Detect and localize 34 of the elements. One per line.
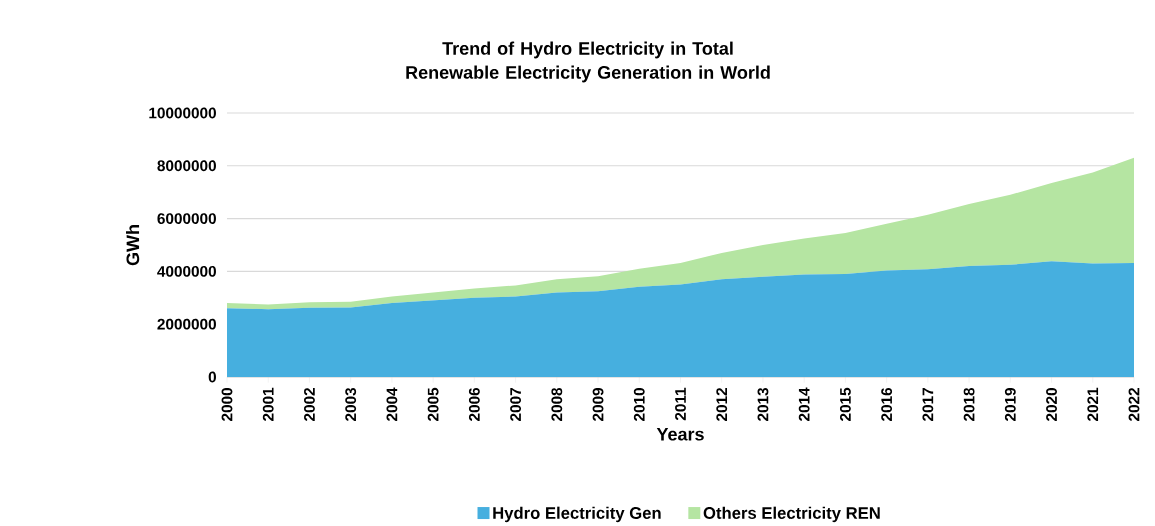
x-tick-label: 2015	[839, 387, 851, 421]
x-tick-label: 2017	[922, 388, 934, 421]
x-tick-label: 2008	[551, 387, 563, 421]
x-tick-label: 2012	[716, 387, 728, 421]
y-tick-label: 6000000	[157, 213, 216, 224]
chart-title: Trend of Hydro Electricity in Total Renewable Electricity Generation in World	[406, 41, 770, 83]
y-axis-title: GWh	[126, 225, 140, 266]
x-tick-label: 2002	[304, 387, 315, 421]
x-axis-title: Years	[656, 427, 704, 441]
y-tick-label: 8000000	[157, 160, 216, 172]
legend-label: Others Electricity REN	[703, 506, 880, 523]
x-tick-label: 2007	[510, 388, 522, 421]
y-tick-label: 2000000	[157, 318, 216, 330]
x-tick-label: 2001	[262, 387, 274, 421]
x-tick-label: 2006	[468, 387, 480, 421]
x-tick-label: 2005	[427, 387, 439, 421]
y-tick-label: 0	[208, 371, 216, 383]
x-tick-label: 2009	[592, 387, 604, 421]
x-tick-label: 2011	[675, 387, 686, 421]
x-tick-label: 2020	[1046, 387, 1057, 421]
x-tick-label: 2022	[1128, 387, 1140, 421]
x-tick-label: 2019	[1004, 387, 1016, 421]
x-tick-label: 2016	[881, 387, 893, 421]
x-tick-label: 2010	[633, 387, 645, 421]
x-tick-label: 2014	[798, 387, 810, 421]
y-tick-label: 10000000	[149, 107, 216, 119]
x-tick-label: 2003	[345, 387, 357, 421]
x-tick-label: 2000	[221, 387, 233, 421]
x-tick-label: 2018	[963, 387, 975, 421]
x-tick-label: 2021	[1087, 387, 1099, 421]
legend-label: Hydro Electricity Gen	[493, 506, 661, 523]
y-tick-label: 4000000	[157, 265, 216, 277]
x-tick-label: 2013	[757, 387, 769, 421]
x-tick-label: 2004	[386, 387, 398, 421]
